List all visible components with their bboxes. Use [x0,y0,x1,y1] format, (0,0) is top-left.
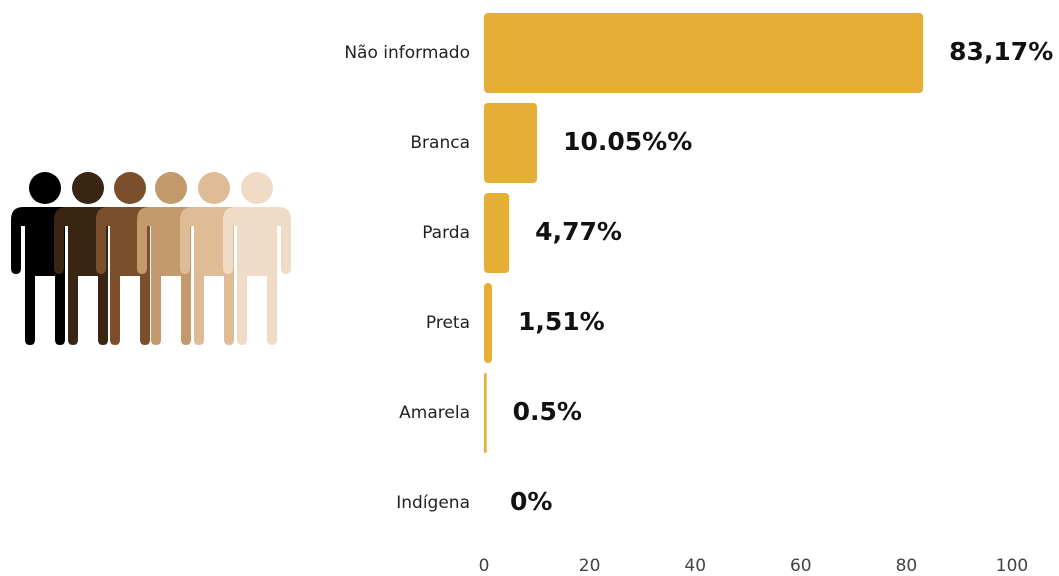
bar [484,282,492,364]
y-tick-label: Não informado [344,43,470,63]
value-label: 0.5% [513,397,582,426]
x-tick-label: 60 [790,556,812,576]
value-label: 83,17% [949,37,1053,66]
value-label: 4,77% [535,217,622,246]
x-tick-label: 0 [479,556,490,576]
bar [484,102,538,184]
y-tick-label: Amarela [399,403,470,423]
y-tick-label: Parda [422,223,470,243]
x-tick-label: 20 [579,556,601,576]
x-tick-label: 80 [896,556,918,576]
value-label: 1,51% [518,307,605,336]
y-tick-label: Indígena [396,493,470,513]
y-tick-label: Branca [410,133,470,153]
people-icon [11,172,291,345]
y-tick-label: Preta [426,313,470,333]
value-label: 0% [510,487,552,516]
x-tick-label: 40 [684,556,706,576]
value-label: 10.05%% [563,127,692,156]
bar [484,192,510,274]
bar [484,12,924,94]
x-tick-label: 100 [996,556,1028,576]
bar [484,372,487,454]
